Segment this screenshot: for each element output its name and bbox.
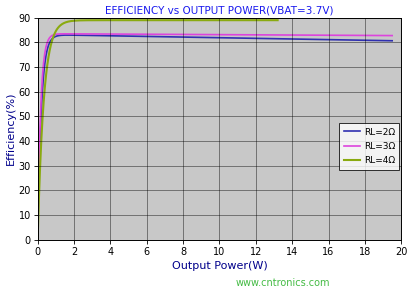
RL=2Ω [35, 238, 40, 241]
Text: www.cntronics.com: www.cntronics.com [235, 278, 330, 288]
RL=3Ω [303, 33, 308, 37]
RL=2Ω [196, 36, 201, 39]
RL=3Ω [99, 32, 104, 36]
RL=2Ω [99, 34, 104, 37]
Line: RL=2Ω: RL=2Ω [38, 35, 392, 240]
RL=4Ω [130, 19, 135, 22]
RL=4Ω [186, 19, 191, 22]
RL=2Ω [65, 33, 70, 37]
RL=3Ω [35, 238, 40, 241]
RL=3Ω [127, 32, 132, 36]
RL=4Ω [209, 19, 214, 22]
RL=4Ω [263, 19, 268, 22]
RL=2Ω [127, 34, 132, 38]
RL=3Ω [64, 32, 69, 36]
RL=2Ω [303, 37, 308, 41]
X-axis label: Output Power(W): Output Power(W) [171, 261, 267, 271]
RL=4Ω [35, 238, 40, 241]
RL=2Ω [273, 37, 278, 41]
RL=4Ω [64, 20, 69, 24]
RL=4Ω [275, 19, 280, 22]
RL=2Ω [390, 39, 395, 43]
Y-axis label: Efficiency(%): Efficiency(%) [5, 92, 16, 166]
RL=3Ω [273, 33, 278, 37]
RL=3Ω [244, 33, 249, 36]
RL=3Ω [390, 34, 395, 37]
Line: RL=3Ω: RL=3Ω [38, 34, 392, 240]
RL=4Ω [113, 19, 118, 22]
RL=3Ω [196, 33, 201, 36]
Line: RL=4Ω: RL=4Ω [38, 20, 278, 240]
Legend: RL=2Ω, RL=3Ω, RL=4Ω: RL=2Ω, RL=3Ω, RL=4Ω [339, 123, 399, 170]
RL=4Ω [209, 19, 214, 22]
RL=2Ω [244, 36, 249, 40]
Title: EFFICIENCY vs OUTPUT POWER(VBAT=3.7V): EFFICIENCY vs OUTPUT POWER(VBAT=3.7V) [105, 6, 334, 16]
